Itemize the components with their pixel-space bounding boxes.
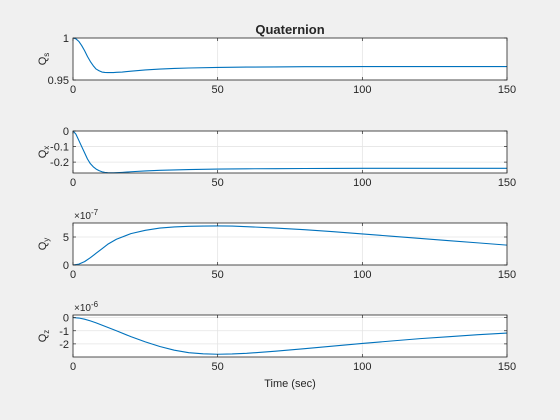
exponent-power: -7 [91, 208, 99, 217]
y-label-main: Q [37, 56, 49, 65]
x-tick-label-3: 150 [498, 84, 516, 96]
series-line [72, 130, 507, 174]
y-exponent-label: ×10-6 [74, 300, 99, 314]
y-tick-label-0: -0.2 [50, 157, 69, 169]
y-exponent-label: ×10-7 [74, 208, 99, 222]
subplot-3: 0 50 100 150 0 5 ×10-7 Qy [37, 208, 516, 281]
x-tick-label-3: 150 [498, 361, 516, 373]
subplot-1: 0 50 100 150 0.95 1 Qs [37, 33, 516, 96]
x-tick-label-3: 150 [498, 177, 516, 189]
x-tick-label-1: 50 [212, 84, 224, 96]
y-tick-label-0: 0 [63, 260, 69, 272]
exponent-power: -6 [91, 300, 99, 309]
x-tick-label-1: 50 [212, 361, 224, 373]
x-tick-label-2: 100 [353, 84, 371, 96]
axes-box [72, 314, 508, 358]
y-label-main: Q [37, 149, 49, 158]
axes-box [72, 222, 508, 266]
y-label-subscript: x [42, 146, 51, 150]
figure-title: Quaternion [255, 22, 324, 37]
y-axis-label: Qy [37, 238, 51, 251]
y-tick-label-0: 0.95 [48, 75, 69, 87]
x-tick-label-1: 50 [212, 269, 224, 281]
x-tick-label-0: 0 [70, 177, 76, 189]
x-tick-label-2: 100 [353, 177, 371, 189]
subplot-2: 0 50 100 150 -0.2 -0.1 0 Qx [37, 126, 516, 189]
x-tick-label-0: 0 [70, 361, 76, 373]
series-line [72, 37, 507, 74]
y-tick-label-1: 5 [63, 232, 69, 244]
y-axis-label: Qx [37, 146, 51, 159]
y-tick-label-2: 0 [63, 126, 69, 138]
y-tick-label-0: -2 [59, 339, 69, 351]
exponent-base: ×10 [74, 303, 91, 314]
plot-area [73, 131, 507, 173]
y-tick-label-1: -0.1 [50, 142, 69, 154]
x-tick-label-2: 100 [353, 269, 371, 281]
x-tick-label-0: 0 [70, 269, 76, 281]
axes-box [72, 37, 508, 81]
y-label-subscript: s [42, 53, 51, 57]
y-axis-label: Qz [37, 330, 51, 343]
x-tick-label-2: 100 [353, 361, 371, 373]
y-tick-label-1: 1 [63, 33, 69, 45]
series-line [72, 317, 508, 355]
y-tick-label-2: 0 [63, 313, 69, 325]
series-line [72, 225, 508, 266]
y-label-main: Q [37, 241, 49, 250]
x-axis-label: Time (sec) [264, 378, 316, 390]
axes-box [72, 130, 508, 174]
y-tick-label-1: -1 [59, 326, 69, 338]
exponent-base: ×10 [74, 211, 91, 222]
y-label-subscript: z [42, 330, 51, 334]
subplot-4: 0 50 100 150-2-10×10-6Qz [37, 300, 516, 373]
x-tick-label-1: 50 [212, 177, 224, 189]
plot-area [73, 315, 507, 357]
plot-area [73, 38, 507, 80]
y-label-main: Q [37, 333, 49, 342]
x-tick-label-0: 0 [70, 84, 76, 96]
y-axis-label: Qs [37, 53, 51, 66]
x-tick-label-3: 150 [498, 269, 516, 281]
y-label-subscript: y [42, 238, 51, 242]
